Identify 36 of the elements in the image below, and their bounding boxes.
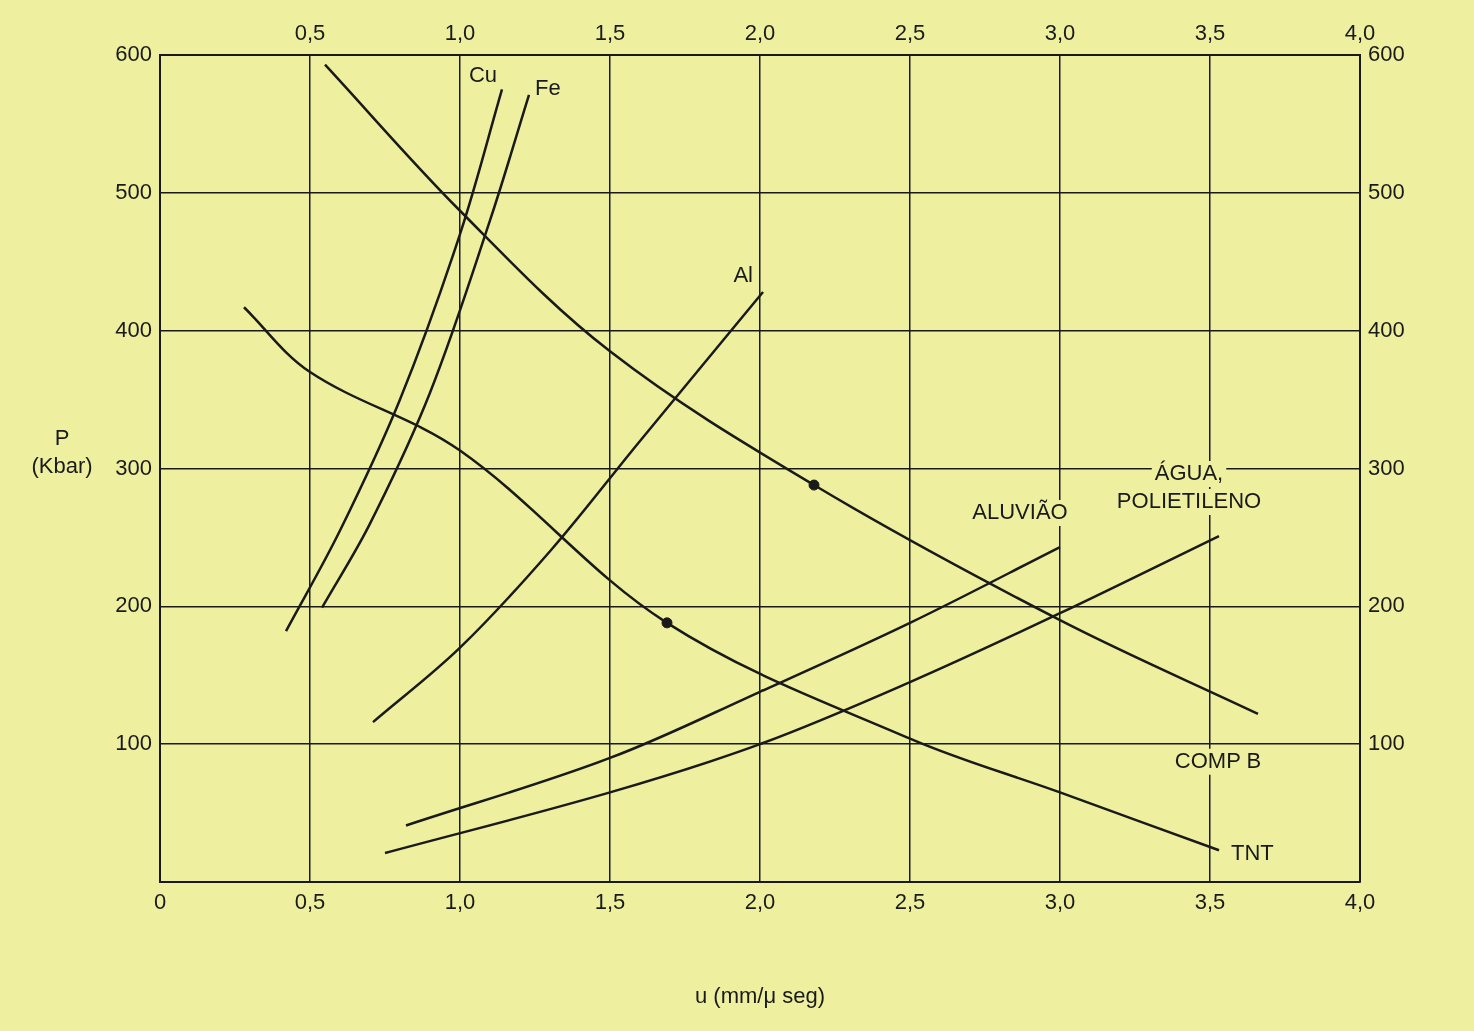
y2-tick-label: 500: [1368, 178, 1405, 204]
series-label: Fe: [535, 75, 561, 101]
series-label: Cu: [468, 61, 497, 87]
x2-tick-label: 0,5: [294, 19, 326, 45]
y-tick-label: 500: [115, 178, 152, 204]
series-label: ALUVIÃO: [972, 499, 1068, 525]
x-tick-label: 2,0: [744, 889, 776, 915]
x-tick-label: 1,5: [594, 889, 626, 915]
y2-tick-label: 100: [1368, 730, 1405, 756]
x-tick-label: 1,0: [444, 889, 476, 915]
y-tick-label: 400: [115, 316, 152, 342]
y-axis-title: P (Kbar): [31, 424, 93, 478]
y2-tick-label: 300: [1368, 454, 1405, 480]
x-tick-label: 0,5: [294, 889, 326, 915]
x-tick-label: 3,0: [1044, 889, 1076, 915]
x2-tick-label: 3,5: [1194, 19, 1226, 45]
series-label: Al: [733, 262, 753, 288]
x-tick-label: 4,0: [1344, 889, 1376, 915]
x-tick-label: 0: [153, 889, 167, 915]
series-label: COMP B: [1174, 747, 1262, 773]
x2-tick-label: 3,0: [1044, 19, 1076, 45]
text: ÁGUA, POLIETILENO: [1116, 460, 1262, 514]
x2-tick-label: 1,5: [594, 19, 626, 45]
y-tick-label: 600: [115, 41, 152, 67]
x-tick-label: 3,5: [1194, 889, 1226, 915]
y-tick-label: 200: [115, 592, 152, 618]
x-axis-title: u (mm/μ seg): [694, 983, 826, 1009]
y-tick-label: 100: [115, 730, 152, 756]
y2-tick-label: 400: [1368, 316, 1405, 342]
series-label: TNT: [1231, 840, 1274, 866]
y2-tick-label: 200: [1368, 592, 1405, 618]
y-tick-label: 300: [115, 454, 152, 480]
x2-tick-label: 2,5: [894, 19, 926, 45]
x-tick-label: 2,5: [894, 889, 926, 915]
x2-tick-label: 1,0: [444, 19, 476, 45]
x2-tick-label: 2,0: [744, 19, 776, 45]
